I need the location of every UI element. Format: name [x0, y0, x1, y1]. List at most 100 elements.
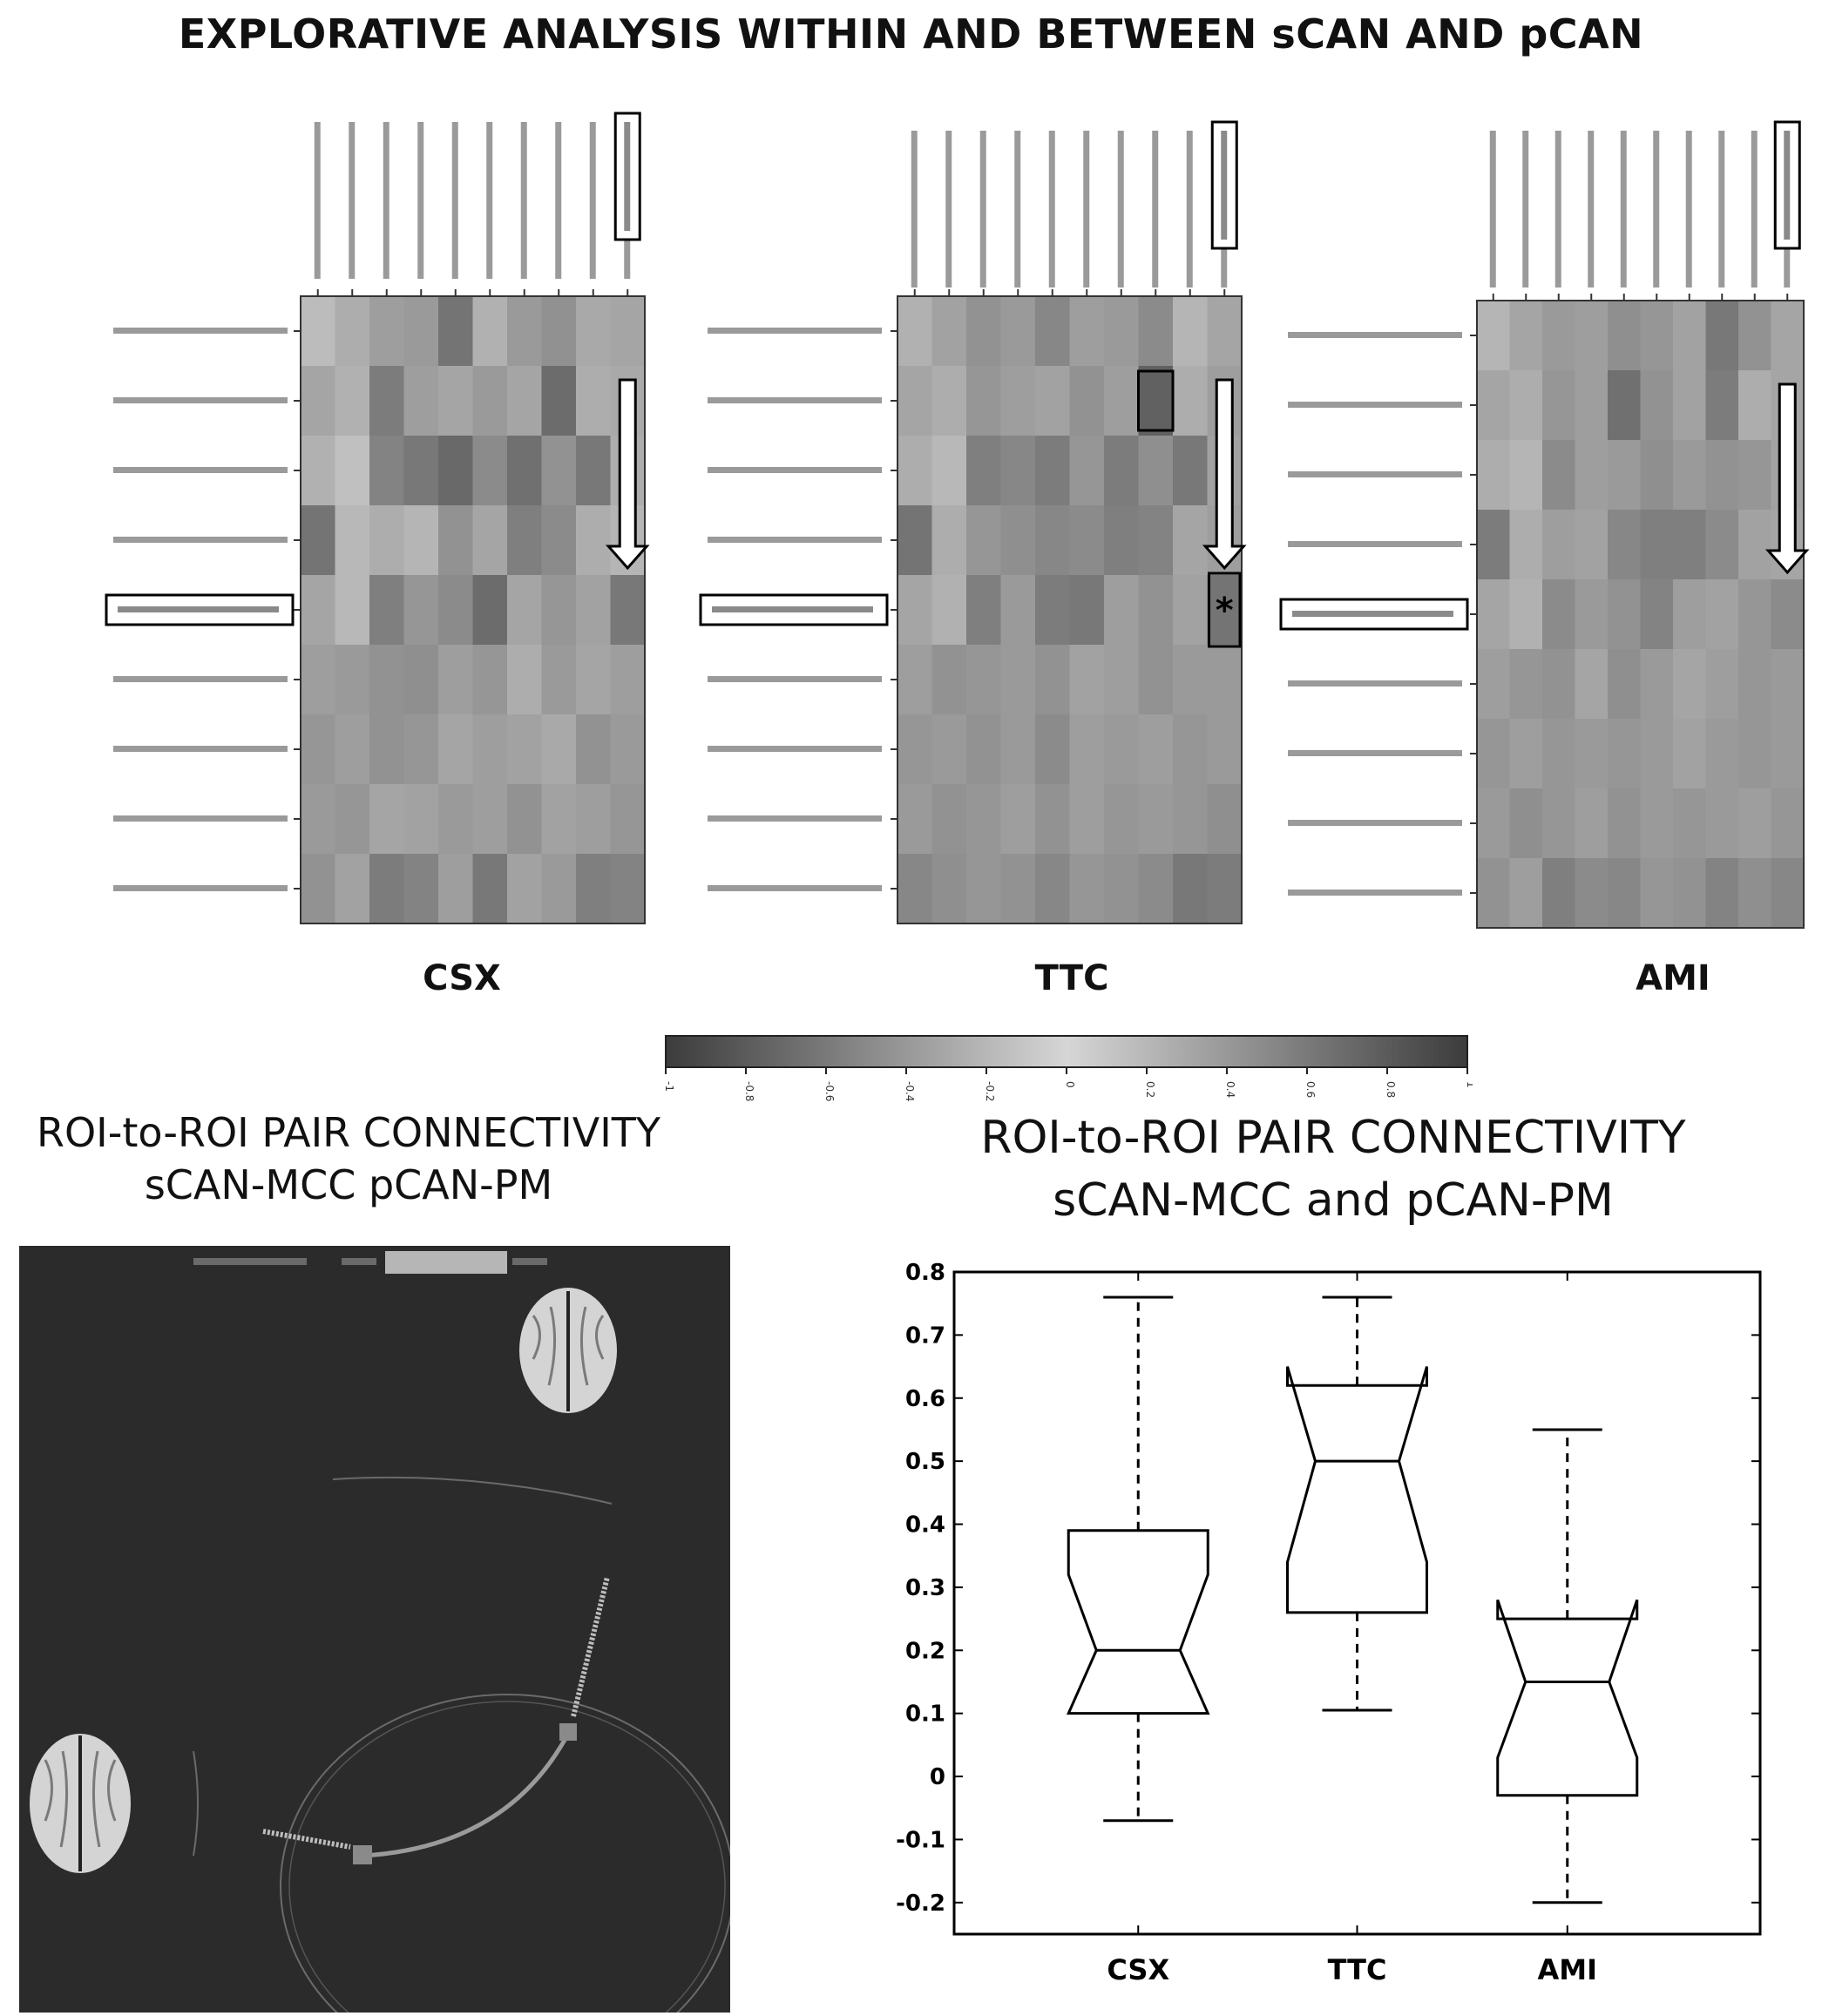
colorbar-tick-label: -0.6	[823, 1081, 836, 1101]
heatmap-cell	[1173, 575, 1208, 646]
heatmap-cell	[403, 505, 439, 576]
heatmap-cell	[1673, 788, 1706, 859]
heatmap-cell	[438, 366, 473, 436]
y-tick-label: 0.2	[905, 1638, 945, 1664]
heatmap-cell	[335, 854, 370, 924]
heatmap-cell	[576, 714, 611, 785]
heatmap-col-label	[451, 122, 458, 279]
heatmap-cell	[966, 505, 1001, 576]
heatmap-cell	[1207, 714, 1243, 785]
heatmap-cell	[610, 854, 646, 924]
heatmap-cell	[1069, 575, 1105, 646]
heatmap-cell	[610, 296, 646, 367]
heatmap-col-label	[383, 122, 389, 279]
heatmap-cell	[1173, 436, 1208, 506]
heatmap-cell	[369, 714, 404, 785]
heatmap-col-label	[1554, 131, 1561, 288]
heatmap-cell	[335, 505, 370, 576]
heatmap-cell	[403, 784, 439, 855]
heatmap-cell	[1138, 784, 1174, 855]
heatmap-cell	[931, 436, 967, 506]
heatmap-cell	[1000, 575, 1036, 646]
heatmap-cell	[369, 854, 404, 924]
heatmap-cell	[1138, 366, 1174, 436]
heatmap-row-label	[1288, 890, 1462, 896]
heatmap-cell	[1035, 714, 1070, 785]
heatmap-cell	[1575, 719, 1609, 789]
colorbar-tick-label: -0.8	[743, 1081, 755, 1101]
heatmap-cell	[1477, 301, 1510, 371]
heatmap-cell	[1509, 301, 1543, 371]
heatmap-cell	[1509, 649, 1543, 720]
heatmap-cell	[1509, 719, 1543, 789]
heatmap-cell	[1738, 649, 1771, 720]
heatmap-cell	[1000, 436, 1036, 506]
heatmap-cell	[507, 645, 542, 715]
heatmap-cell	[1104, 436, 1139, 506]
heatmap-cell	[1069, 366, 1105, 436]
heatmap-cell	[1207, 784, 1243, 855]
heatmap-cell	[507, 296, 542, 367]
connectome-legend-text-block	[193, 1258, 307, 1265]
heatmap-col-label	[1117, 131, 1124, 288]
heatmap-cell	[576, 436, 611, 506]
heatmap-row-label	[1288, 680, 1462, 687]
heatmap-cell	[1173, 854, 1208, 924]
heatmap-cell	[1477, 649, 1510, 720]
connectome-legend-max-block	[512, 1258, 547, 1265]
heatmap-cell	[966, 714, 1001, 785]
heatmap-cell	[1608, 370, 1641, 441]
heatmap-frame	[300, 295, 646, 924]
heatmap-cell	[576, 505, 611, 576]
heatmap-cell	[1173, 784, 1208, 855]
heatmap-cell	[1673, 858, 1706, 929]
heatmap-cell	[1104, 854, 1139, 924]
heatmap-cell	[1608, 858, 1641, 929]
heatmap-row-label	[708, 885, 882, 891]
heatmap-cell	[301, 296, 335, 367]
heatmap-cell	[403, 436, 439, 506]
heatmap-cell	[438, 436, 473, 506]
heatmap-cell	[369, 645, 404, 715]
heatmap-cell	[1207, 854, 1243, 924]
heatmap-cell	[1138, 645, 1174, 715]
heatmap-cell	[438, 645, 473, 715]
y-tick-label: 0	[930, 1764, 945, 1790]
heatmap-cell	[1640, 788, 1674, 859]
heatmap-cell	[301, 645, 335, 715]
heatmap-cell	[1104, 505, 1139, 576]
heatmap-col-label	[979, 131, 986, 288]
roi-node-pm	[559, 1723, 577, 1741]
heatmap-cell	[1738, 579, 1771, 650]
heatmap-cell	[1069, 714, 1105, 785]
colorbar-tick-label: 0.6	[1304, 1081, 1317, 1098]
heatmap-cell	[1608, 440, 1641, 511]
heatmap-cell	[1575, 649, 1609, 720]
heatmap-cell	[1207, 575, 1243, 646]
heatmap-cell	[403, 645, 439, 715]
heatmap-cell	[1138, 436, 1174, 506]
heatmap-cell	[897, 854, 932, 924]
heatmap-row-label	[708, 746, 882, 752]
heatmap-cell	[1207, 296, 1243, 367]
heatmap-cell	[576, 645, 611, 715]
box-ami: AMI	[1496, 1272, 1639, 1986]
heatmap-cell	[1705, 579, 1739, 650]
heatmap-cell	[1575, 788, 1609, 859]
heatmap-cell	[1035, 366, 1070, 436]
heatmap-panels: *	[105, 112, 1810, 929]
connectome-legend-min-block	[342, 1258, 376, 1265]
heatmap-cell	[1673, 440, 1706, 511]
heatmap-cell	[1542, 719, 1575, 789]
heatmap-cell	[931, 366, 967, 436]
heatmap-cell	[403, 714, 439, 785]
y-tick-label: 0.8	[905, 1260, 945, 1286]
x-tick-label: AMI	[1537, 1953, 1597, 1986]
heatmap-cell	[507, 784, 542, 855]
heatmap-row-label	[708, 397, 882, 403]
heatmap-cell	[931, 645, 967, 715]
heatmap-row-label	[113, 537, 288, 543]
connectome-ring-inner	[288, 1701, 726, 2016]
heatmap-cell	[1673, 579, 1706, 650]
heatmap-frame	[1476, 300, 1805, 929]
